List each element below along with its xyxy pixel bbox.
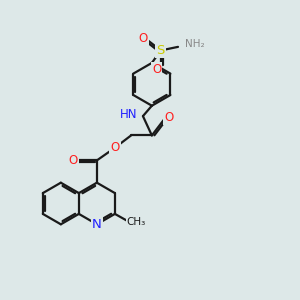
Text: O: O: [164, 111, 173, 124]
Text: N: N: [92, 218, 102, 231]
Text: O: O: [152, 63, 161, 76]
Text: O: O: [111, 141, 120, 154]
Text: NH₂: NH₂: [184, 40, 204, 50]
Text: S: S: [157, 44, 165, 57]
Text: O: O: [69, 154, 78, 167]
Text: HN: HN: [120, 108, 138, 121]
Text: O: O: [139, 32, 148, 45]
Text: CH₃: CH₃: [127, 217, 146, 227]
